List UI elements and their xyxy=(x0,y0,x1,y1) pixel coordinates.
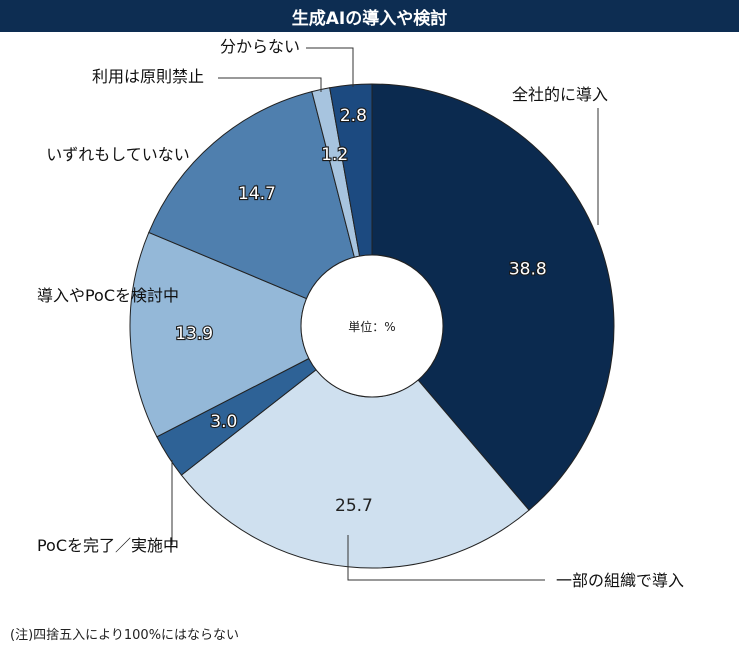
value-label-4: 14.7 xyxy=(238,184,276,204)
leader-line-6 xyxy=(306,47,354,87)
value-label-1: 25.7 xyxy=(335,496,373,516)
value-label-6: 2.8 xyxy=(340,106,367,126)
value-label-2: 3.0 xyxy=(210,412,237,432)
chart-title: 生成AIの導入や検討 xyxy=(0,0,739,32)
category-label-4: いずれもしていない xyxy=(46,145,190,164)
donut-hole xyxy=(300,254,444,398)
footnote: (注)四捨五入により100%にはならない xyxy=(10,628,240,643)
value-label-5: 1.2 xyxy=(321,145,348,165)
leader-line-1 xyxy=(347,535,545,581)
category-label-5: 利用は原則禁止 xyxy=(92,67,204,86)
value-label-3: 13.9 xyxy=(175,324,213,344)
category-label-6: 分からない xyxy=(220,37,300,56)
value-label-0: 38.8 xyxy=(509,260,547,280)
center-unit-label: 単位：% xyxy=(348,319,395,334)
category-label-0: 全社的に導入 xyxy=(512,85,608,104)
category-label-2: PoCを完了／実施中 xyxy=(37,536,179,555)
category-label-1: 一部の組織で導入 xyxy=(556,571,684,590)
category-label-3: 導入やPoCを検討中 xyxy=(37,286,179,305)
leader-line-5 xyxy=(218,77,322,92)
donut-chart: 38.8 25.7 3.0 13.9 14.7 1.2 2.8 全社的に導入一部の組織で導入… xyxy=(37,37,684,590)
